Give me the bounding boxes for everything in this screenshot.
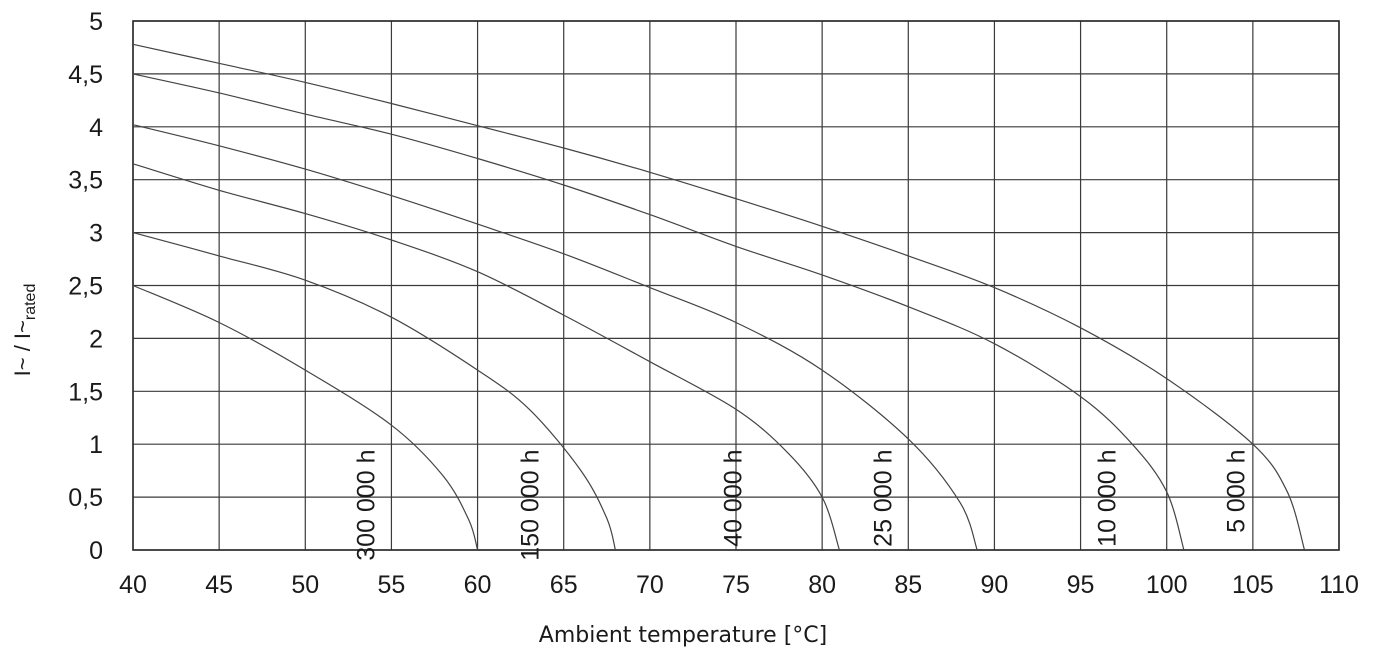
y-axis-ticks: 0 0,5 1 1,5 2 2,5 3 3,5 4 4,5 5 bbox=[68, 8, 103, 565]
x-tick-label-45: 45 bbox=[205, 571, 233, 599]
x-tick-label-105: 105 bbox=[1232, 571, 1274, 599]
y-tick-label-4: 4 bbox=[89, 114, 103, 142]
series-curve-2 bbox=[132, 163, 840, 551]
x-axis-ticks: 40 45 50 55 60 65 70 75 80 85 90 95 100 105 110 bbox=[119, 571, 1359, 599]
y-tick-label-1: 1 bbox=[89, 431, 103, 459]
series-label-1: 150 000 h bbox=[516, 450, 544, 561]
series-curve-3 bbox=[132, 124, 978, 551]
series-labels: 300 000 h 150 000 h 40 000 h 25 000 h 10 000… bbox=[353, 450, 1251, 561]
x-tick-label-85: 85 bbox=[894, 571, 922, 599]
series-curve-1 bbox=[132, 232, 616, 551]
y-tick-label-5: 5 bbox=[89, 8, 103, 36]
series-label-4: 10 000 h bbox=[1093, 450, 1121, 547]
series-curve-4 bbox=[132, 73, 1185, 551]
x-axis-label: Ambient temperature [°C] bbox=[539, 623, 827, 648]
series-label-0: 300 000 h bbox=[353, 450, 381, 561]
y-tick-label-3,5: 3,5 bbox=[68, 167, 103, 195]
y-tick-label-2: 2 bbox=[89, 325, 103, 353]
series-label-3: 25 000 h bbox=[869, 450, 897, 547]
x-tick-label-75: 75 bbox=[722, 571, 750, 599]
y-axis-label-main: I~ / I~ bbox=[10, 320, 35, 376]
y-tick-label-4,5: 4,5 bbox=[68, 61, 103, 89]
y-axis-label: I~ / I~rated bbox=[10, 284, 39, 377]
x-tick-label-110: 110 bbox=[1319, 571, 1359, 599]
series-curves bbox=[132, 43, 1306, 551]
x-tick-label-80: 80 bbox=[808, 571, 836, 599]
y-tick-label-1,5: 1,5 bbox=[68, 378, 103, 406]
y-axis-label-sub: rated bbox=[22, 284, 39, 320]
x-tick-label-50: 50 bbox=[291, 571, 319, 599]
y-tick-label-0: 0 bbox=[89, 537, 103, 565]
x-tick-label-40: 40 bbox=[119, 571, 147, 599]
x-tick-label-100: 100 bbox=[1146, 571, 1188, 599]
x-tick-label-60: 60 bbox=[464, 571, 492, 599]
y-tick-label-0,5: 0,5 bbox=[68, 484, 103, 512]
y-tick-label-2,5: 2,5 bbox=[68, 273, 103, 301]
series-curve-5 bbox=[132, 43, 1306, 551]
series-curve-0 bbox=[132, 284, 479, 551]
x-tick-label-70: 70 bbox=[636, 571, 664, 599]
x-tick-label-90: 90 bbox=[981, 571, 1009, 599]
y-tick-label-3: 3 bbox=[89, 220, 103, 248]
x-tick-label-55: 55 bbox=[378, 571, 406, 599]
x-tick-label-95: 95 bbox=[1067, 571, 1095, 599]
series-label-5: 5 000 h bbox=[1223, 450, 1251, 533]
series-label-2: 40 000 h bbox=[720, 450, 748, 547]
x-tick-label-65: 65 bbox=[550, 571, 578, 599]
